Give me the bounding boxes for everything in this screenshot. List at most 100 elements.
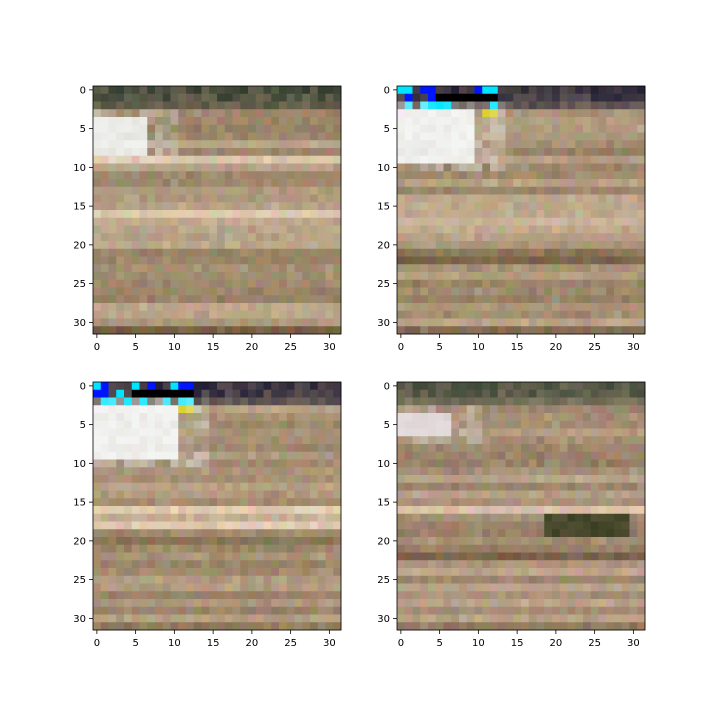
pixel bbox=[271, 405, 280, 414]
pixel bbox=[528, 233, 537, 242]
pixel bbox=[435, 179, 444, 188]
pixel bbox=[108, 529, 117, 538]
pixel bbox=[451, 591, 460, 600]
pixel bbox=[193, 614, 202, 623]
y-tick-label: 10 bbox=[377, 459, 390, 470]
pixel bbox=[302, 210, 311, 219]
pixel bbox=[559, 506, 568, 515]
pixel bbox=[536, 467, 545, 476]
pixel bbox=[552, 436, 561, 445]
pixel bbox=[528, 225, 537, 234]
pixel bbox=[428, 482, 437, 491]
pixel bbox=[544, 233, 553, 242]
pixel bbox=[193, 109, 202, 118]
pixel bbox=[294, 467, 303, 476]
pixel bbox=[232, 405, 241, 414]
pixel bbox=[412, 389, 421, 398]
pixel bbox=[513, 303, 522, 312]
pixel bbox=[614, 451, 623, 460]
pixel bbox=[590, 171, 599, 180]
pixel bbox=[93, 591, 102, 600]
pixel bbox=[116, 405, 125, 414]
pixel bbox=[162, 413, 171, 422]
pixel bbox=[279, 560, 288, 569]
pixel bbox=[521, 405, 530, 414]
pixel bbox=[536, 101, 545, 110]
pixel bbox=[404, 233, 413, 242]
pixel bbox=[412, 451, 421, 460]
pixel bbox=[286, 171, 295, 180]
pixel bbox=[124, 287, 133, 296]
pixel bbox=[521, 521, 530, 530]
pixel bbox=[124, 537, 133, 546]
pixel bbox=[310, 591, 319, 600]
pixel bbox=[124, 303, 133, 312]
pixel bbox=[459, 568, 468, 577]
pixel bbox=[451, 506, 460, 515]
pixel bbox=[93, 475, 102, 484]
pixel bbox=[482, 506, 491, 515]
pixel bbox=[147, 599, 156, 608]
pixel bbox=[629, 614, 638, 623]
pixel bbox=[435, 217, 444, 226]
pixel bbox=[333, 202, 342, 211]
pixel bbox=[559, 529, 568, 538]
pixel bbox=[583, 163, 592, 172]
pixel bbox=[466, 202, 475, 211]
pixel bbox=[428, 537, 437, 546]
pixel bbox=[317, 552, 326, 561]
pixel bbox=[155, 194, 164, 203]
pixel bbox=[271, 552, 280, 561]
pixel bbox=[263, 475, 272, 484]
pixel bbox=[232, 513, 241, 522]
pixel bbox=[170, 155, 179, 164]
pixel bbox=[294, 256, 303, 265]
pixel bbox=[590, 498, 599, 507]
pixel bbox=[513, 389, 522, 398]
pixel bbox=[459, 405, 468, 414]
pixel bbox=[108, 583, 117, 592]
pixel bbox=[302, 124, 311, 133]
pixel bbox=[201, 575, 210, 584]
pixel bbox=[263, 599, 272, 608]
pixel bbox=[575, 451, 584, 460]
pixel bbox=[139, 436, 148, 445]
pixel bbox=[567, 225, 576, 234]
pixel bbox=[397, 436, 406, 445]
pixel bbox=[333, 591, 342, 600]
y-tick-label: 30 bbox=[377, 614, 390, 625]
pixel bbox=[240, 264, 249, 273]
pixel bbox=[302, 537, 311, 546]
pixel bbox=[255, 272, 264, 281]
pixel bbox=[193, 568, 202, 577]
pixel bbox=[201, 583, 210, 592]
x-tick-label: 5 bbox=[132, 342, 138, 353]
pixel bbox=[147, 303, 156, 312]
pixel bbox=[333, 436, 342, 445]
pixel bbox=[286, 194, 295, 203]
pixel bbox=[294, 210, 303, 219]
pixel bbox=[310, 467, 319, 476]
pixel bbox=[116, 225, 125, 234]
pixel bbox=[428, 124, 437, 133]
pixel bbox=[124, 575, 133, 584]
pixel bbox=[333, 256, 342, 265]
pixel bbox=[544, 513, 553, 522]
pixel bbox=[317, 233, 326, 242]
pixel bbox=[559, 537, 568, 546]
pixel bbox=[443, 318, 452, 327]
pixel bbox=[412, 124, 421, 133]
pixel bbox=[606, 225, 615, 234]
pixel bbox=[116, 132, 125, 141]
pixel bbox=[232, 537, 241, 546]
pixel bbox=[397, 217, 406, 226]
pixel bbox=[575, 194, 584, 203]
pixel bbox=[482, 217, 491, 226]
pixel bbox=[521, 568, 530, 577]
pixel bbox=[279, 93, 288, 102]
pixel bbox=[412, 521, 421, 530]
pixel bbox=[544, 256, 553, 265]
pixel bbox=[248, 521, 257, 530]
pixel bbox=[397, 397, 406, 406]
pixel bbox=[420, 614, 429, 623]
